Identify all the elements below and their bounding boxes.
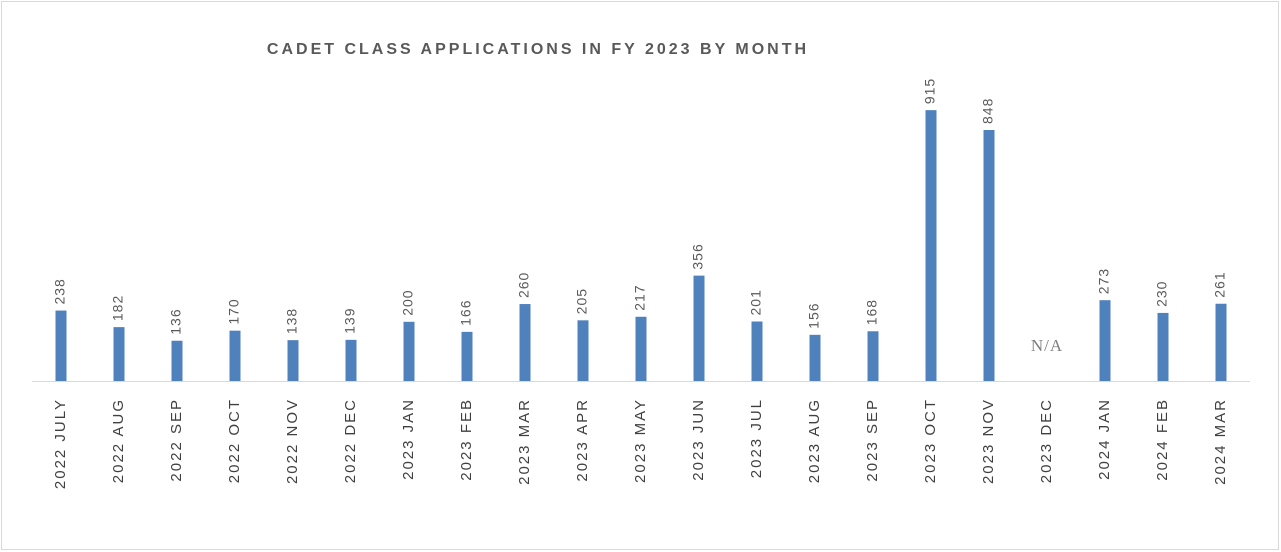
bar — [867, 331, 879, 381]
value-label: 166 — [458, 300, 474, 326]
x-tick-label: 2024 FEB — [1154, 398, 1171, 481]
bar — [519, 304, 531, 381]
x-tick-label: 2023 NOV — [980, 398, 997, 484]
value-label: 200 — [400, 289, 416, 315]
x-tick-label: 2022 SEP — [168, 398, 185, 482]
bar — [983, 129, 995, 381]
value-label: 217 — [632, 284, 648, 310]
bar — [1157, 312, 1169, 381]
bar — [171, 340, 183, 381]
bar — [229, 330, 241, 381]
x-tick-label: 2023 JAN — [400, 398, 417, 480]
value-label: 182 — [110, 295, 126, 321]
bar — [925, 110, 937, 381]
value-label: 139 — [342, 307, 358, 333]
value-label: 156 — [806, 302, 822, 328]
bar — [55, 310, 67, 381]
value-label: 170 — [226, 298, 242, 324]
x-tick-label: 2024 MAR — [1212, 398, 1229, 485]
x-tick-label: 2022 NOV — [284, 398, 301, 484]
x-tick-label: 2022 JULY — [52, 398, 69, 489]
value-label: 136 — [168, 308, 184, 334]
x-tick-label: 2023 JUN — [690, 398, 707, 481]
bar — [1215, 303, 1227, 381]
x-tick-label: 2023 DEC — [1038, 398, 1055, 483]
x-tick-label: 2023 OCT — [922, 398, 939, 483]
x-tick-label: 2024 JAN — [1096, 398, 1113, 480]
value-label: 261 — [1212, 271, 1228, 297]
value-label: N/A — [1031, 336, 1063, 355]
bar — [461, 331, 473, 381]
x-tick-label: 2022 DEC — [342, 398, 359, 483]
value-label: 230 — [1154, 281, 1170, 307]
value-label: 848 — [980, 98, 996, 124]
x-tick-label: 2022 OCT — [226, 398, 243, 483]
value-label: 273 — [1096, 268, 1112, 294]
bar — [635, 316, 647, 381]
value-label: 915 — [922, 78, 938, 104]
value-label: 138 — [284, 308, 300, 334]
x-tick-label: 2023 FEB — [458, 398, 475, 481]
value-label: 238 — [52, 278, 68, 304]
value-label: 260 — [516, 272, 532, 298]
x-tick-label: 2023 MAR — [516, 398, 533, 485]
value-label: 201 — [748, 289, 764, 315]
bar — [1099, 300, 1111, 381]
x-tick-label: 2023 APR — [574, 398, 591, 482]
x-tick-label: 2023 SEP — [864, 398, 881, 482]
bar — [403, 321, 415, 381]
bar — [809, 334, 821, 381]
value-label: 205 — [574, 288, 590, 314]
bar — [113, 327, 125, 381]
x-tick-label: 2023 AUG — [806, 398, 823, 483]
x-tick-label: 2022 AUG — [110, 398, 127, 483]
bar — [693, 275, 705, 381]
bar — [751, 321, 763, 381]
value-label: 356 — [690, 243, 706, 269]
bar — [345, 339, 357, 381]
chart-title: CADET CLASS APPLICATIONS IN FY 2023 BY M… — [267, 41, 809, 58]
x-tick-label: 2023 JUL — [748, 398, 765, 478]
value-label: 168 — [864, 299, 880, 325]
bar — [577, 320, 589, 381]
x-tick-label: 2023 MAY — [632, 398, 649, 483]
bar — [287, 340, 299, 381]
